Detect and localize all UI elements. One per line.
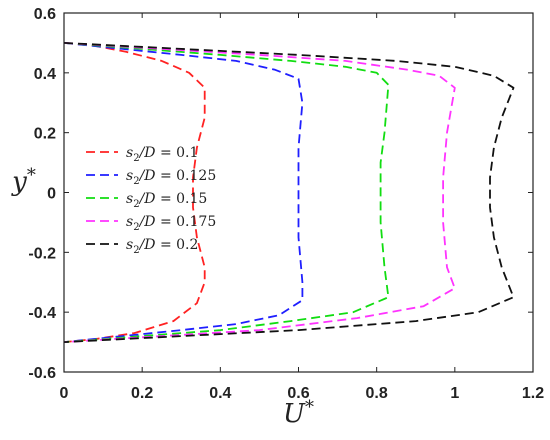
y-tick-label: 0 bbox=[47, 186, 56, 203]
y-tick-label: 0.4 bbox=[34, 66, 56, 83]
y-axis-label: y* bbox=[11, 165, 36, 197]
y-tick-label: -0.6 bbox=[28, 365, 56, 382]
series-line-5 bbox=[63, 42, 515, 343]
series-line-3 bbox=[63, 42, 390, 343]
x-axis-label: U* bbox=[283, 397, 314, 429]
series-line-1 bbox=[63, 42, 206, 343]
x-tick-label: 1 bbox=[450, 385, 459, 402]
legend-entry-label: s2/D = 0.175 bbox=[126, 214, 216, 233]
x-tick-label: 0 bbox=[60, 385, 69, 402]
y-tick-label: -0.4 bbox=[28, 305, 56, 322]
x-tick-label: 1.2 bbox=[522, 385, 544, 402]
series-line-2 bbox=[63, 42, 304, 343]
curves-layer bbox=[63, 42, 515, 343]
legend-entry-label: s2/D = 0.2 bbox=[126, 237, 198, 256]
x-tick-label: 0.6 bbox=[287, 385, 309, 402]
ticks-layer: 0 0.2 0.4 0.6 0.8 1 1.2 0.6 0.4 0.2 0 -0.2 -0.4 -0.6 bbox=[28, 6, 544, 402]
legend: s2/D = 0.1 s2/D = 0.125 s2/D = 0.15 s2/D = … bbox=[86, 145, 216, 256]
y-tick-label: -0.2 bbox=[28, 245, 56, 262]
legend-entry-label: s2/D = 0.1 bbox=[126, 145, 198, 164]
y-tick-label: 0.2 bbox=[34, 126, 56, 143]
x-tick-label: 0.4 bbox=[209, 385, 231, 402]
legend-entry-label: s2/D = 0.125 bbox=[126, 168, 216, 187]
x-tick-label: 0.8 bbox=[366, 385, 388, 402]
y-tick-label: 0.6 bbox=[34, 6, 56, 23]
series-line-4 bbox=[63, 42, 456, 343]
x-tick-label: 0.2 bbox=[131, 385, 153, 402]
legend-entry-label: s2/D = 0.15 bbox=[126, 191, 207, 210]
